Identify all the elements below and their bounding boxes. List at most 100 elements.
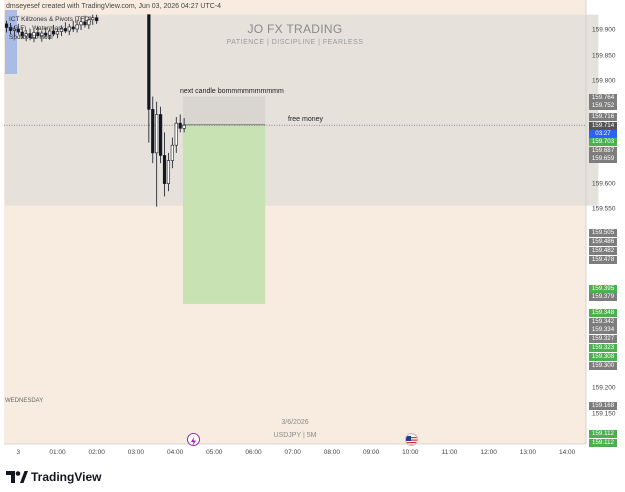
candle[interactable]	[71, 26, 75, 30]
tradingview-logo[interactable]: TradingView	[6, 469, 101, 485]
watermark-symbol: USDJPY | 5M	[273, 432, 317, 439]
time-tick-label: 11:00	[441, 449, 458, 456]
candle[interactable]	[48, 30, 52, 36]
price-tag: 159.379	[589, 293, 617, 301]
candle[interactable]	[147, 14, 151, 110]
candle[interactable]	[63, 28, 67, 32]
price-tag: 159.764	[589, 94, 617, 102]
day-label: WEDNESDAY	[5, 398, 44, 404]
price-tick-label: 159.150	[592, 410, 616, 418]
time-tick-label: 3	[16, 449, 21, 456]
candle[interactable]	[155, 114, 159, 154]
watermark-title: JO FX TRADING	[247, 22, 343, 36]
candle[interactable]	[174, 122, 178, 146]
price-tag: 159.112	[589, 430, 617, 438]
indicator-watermark[interactable]: AG F) · Watermark	[9, 25, 64, 32]
time-tick-label: 10:00	[402, 449, 419, 456]
time-tick-label: 07:00	[284, 449, 301, 456]
candle[interactable]	[67, 26, 71, 32]
price-tag: 159.168	[589, 402, 617, 410]
price-tick-label: 159.900	[592, 26, 616, 34]
watermark-date: 3/6/2026	[281, 419, 309, 426]
time-tick-label: 04:00	[166, 449, 184, 456]
us-flag-event-icon[interactable]	[405, 433, 418, 446]
price-tick-label: 159.800	[592, 77, 616, 85]
price-tag: 159.478	[589, 256, 617, 264]
price-tag: 159.716	[589, 113, 617, 121]
price-tick-label: 159.600	[592, 180, 616, 188]
time-tick-label: 12:00	[480, 449, 497, 456]
price-tag: 159.342	[589, 318, 617, 326]
candle[interactable]	[8, 27, 13, 31]
price-tag: 159.703	[589, 138, 617, 146]
price-tag: 03:27	[589, 130, 617, 138]
time-tick-label: 05:00	[206, 449, 223, 456]
position-profit-zone[interactable]	[182, 124, 266, 304]
indicator-spda[interactable]: SpdaX 21 Hour	[9, 34, 54, 41]
time-tick-label: 08:00	[323, 449, 341, 456]
candle[interactable]	[151, 109, 155, 154]
candle[interactable]	[162, 155, 167, 184]
annotation-next-candle[interactable]: next candle bommmmmmmmmm	[180, 88, 284, 95]
price-tag: 159.300	[589, 362, 617, 370]
candle[interactable]	[79, 21, 83, 26]
candle[interactable]	[178, 122, 182, 129]
tradingview-logo-icon	[6, 471, 28, 483]
candle[interactable]	[75, 24, 79, 30]
price-tick-label: 159.200	[592, 384, 616, 392]
candle[interactable]	[95, 17, 99, 22]
candle[interactable]	[55, 31, 60, 35]
chart-credit: dmseyesef created with TradingView.com, …	[6, 3, 222, 10]
candle[interactable]	[83, 21, 87, 26]
price-tag: 159.687	[589, 147, 617, 155]
candles-layer	[4, 14, 186, 207]
time-tick-label: 14:00	[558, 449, 576, 456]
price-tag: 159.323	[589, 344, 617, 352]
candle[interactable]	[51, 30, 56, 35]
candle[interactable]	[182, 124, 186, 129]
candle[interactable]	[24, 33, 28, 37]
candle[interactable]	[12, 28, 16, 31]
candle[interactable]	[91, 17, 95, 21]
price-tag: 159.112	[589, 439, 617, 447]
position-risk-zone[interactable]	[182, 96, 266, 125]
candle[interactable]	[166, 160, 171, 184]
price-tag: 159.395	[589, 285, 617, 293]
price-tick-label: 159.850	[592, 52, 616, 60]
candle[interactable]	[59, 28, 64, 32]
time-tick-label: 03:00	[127, 449, 145, 456]
candle[interactable]	[40, 32, 44, 36]
price-tick-label: 159.550	[592, 205, 616, 213]
tradingview-logo-text: TradingView	[31, 470, 102, 484]
candle[interactable]	[170, 144, 174, 161]
watermark-subtitle: PATIENCE | DISCIPLINE | FEARLESS	[226, 39, 364, 46]
time-tick-label: 09:00	[362, 449, 380, 456]
plot-area[interactable]	[4, 0, 599, 445]
candle[interactable]	[32, 32, 36, 38]
candle[interactable]	[44, 32, 48, 36]
candle[interactable]	[20, 31, 24, 37]
candle[interactable]	[4, 23, 9, 28]
price-tag: 159.348	[589, 309, 617, 317]
price-tag: 159.334	[589, 326, 617, 334]
price-tag: 159.752	[589, 102, 617, 110]
candle[interactable]	[158, 114, 163, 156]
price-tag: 159.327	[589, 335, 617, 343]
lightning-event-icon[interactable]	[187, 433, 200, 446]
price-tag: 159.659	[589, 155, 617, 163]
time-tick-label: 06:00	[245, 449, 262, 456]
time-tick-label: 01:00	[49, 449, 66, 456]
candle[interactable]	[28, 33, 32, 38]
price-tag: 159.505	[589, 229, 617, 237]
annotation-free-money[interactable]: free money	[288, 116, 324, 123]
time-tick-label: 13:00	[519, 449, 537, 456]
candle[interactable]	[16, 28, 20, 33]
price-tag: 159.486	[589, 238, 617, 246]
indicator-killzones[interactable]: ICT Killzones & Pivots [TFO]	[9, 16, 92, 23]
session-box[interactable]	[4, 14, 599, 206]
candle[interactable]	[36, 32, 40, 36]
candle[interactable]	[87, 19, 91, 26]
price-tag: 159.714	[589, 122, 617, 130]
price-tag: 159.308	[589, 353, 617, 361]
